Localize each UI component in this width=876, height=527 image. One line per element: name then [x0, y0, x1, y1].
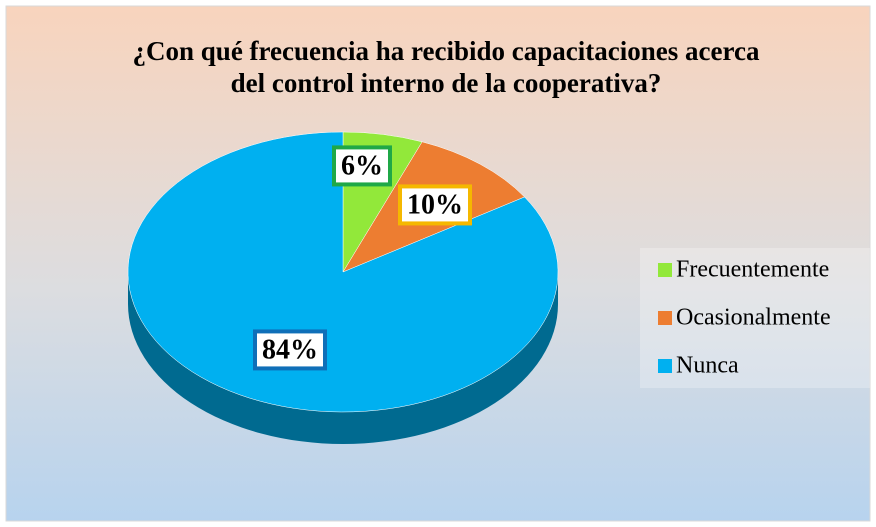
- data-label-box: [398, 184, 472, 226]
- pie-slice: [127, 131, 559, 413]
- data-label: 6%: [341, 150, 383, 181]
- legend-swatch: [658, 359, 672, 373]
- legend-label: Ocasionalmente: [676, 305, 831, 331]
- chart-title: del control interno de la cooperativa?: [231, 68, 662, 98]
- data-label: 84%: [262, 334, 318, 365]
- legend-box: [640, 248, 870, 388]
- data-label-box: [332, 145, 392, 187]
- legend-label: Frecuentemente: [676, 257, 829, 283]
- legend-swatch: [658, 311, 672, 325]
- legend-label: Nunca: [676, 353, 739, 379]
- chart-title: ¿Con qué frecuencia ha recibido capacita…: [133, 36, 760, 66]
- legend-swatch: [658, 263, 672, 277]
- data-label-box: [253, 329, 327, 371]
- pie-side: [128, 272, 558, 444]
- data-label: 10%: [407, 189, 463, 220]
